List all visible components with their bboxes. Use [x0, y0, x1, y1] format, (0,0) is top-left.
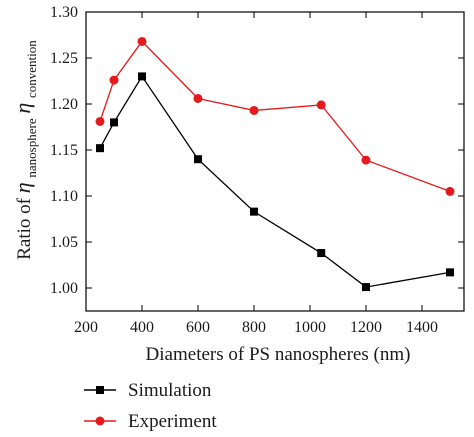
y-tick-label: 1.00 [50, 280, 78, 297]
simulation-point [317, 249, 326, 258]
simulation-line [99, 75, 451, 288]
y-axis-label-prefix: Ratio of [14, 193, 35, 260]
series-layer [95, 36, 455, 292]
legend-item-simulation: Simulation [84, 380, 212, 401]
x-tick-label: 400 [130, 319, 154, 336]
y-axis-label-sub-2: convention [24, 40, 39, 98]
x-tick-label: 200 [74, 319, 98, 336]
plot-area [85, 11, 465, 312]
experiment-point [193, 93, 203, 103]
legend-marker-experiment [95, 416, 105, 426]
simulation-point [96, 144, 104, 153]
legend-marker-simulation [96, 386, 104, 394]
y-tick-label: 1.25 [50, 50, 78, 67]
simulation-point [362, 283, 370, 292]
simulation-point [110, 118, 118, 127]
x-axis-ticks: 200 400 600 800 1000 1200 1400 [74, 12, 438, 336]
y-tick-label: 1.15 [50, 142, 78, 159]
experiment-point [316, 100, 326, 110]
y-axis-label: Ratio of η nanosphere η convention [10, 40, 41, 260]
x-tick-label: 600 [186, 319, 210, 336]
x-tick-label: 1400 [406, 319, 438, 336]
simulation-point [194, 155, 202, 164]
y-tick-label: 1.30 [50, 4, 78, 21]
plot-frame [85, 11, 465, 312]
y-axis-label-sub-1: nanosphere [24, 118, 39, 177]
simulation-point [250, 207, 258, 216]
experiment-point [95, 116, 105, 126]
y-axis-label-eta-2: η [10, 103, 35, 114]
series-experiment [95, 36, 455, 196]
experiment-point [137, 36, 147, 46]
experiment-point [445, 186, 455, 196]
experiment-point [249, 105, 259, 115]
experiment-point [109, 75, 119, 85]
experiment-point [361, 155, 371, 165]
x-tick-label: 1200 [350, 319, 382, 336]
legend-item-experiment: Experiment [84, 411, 217, 432]
x-tick-label: 1000 [294, 319, 326, 336]
simulation-point [446, 268, 454, 277]
y-tick-label: 1.05 [50, 234, 78, 251]
y-tick-label: 1.10 [50, 188, 78, 205]
x-axis-label: Diameters of PS nanospheres (nm) [146, 344, 411, 365]
y-axis-label-eta-1: η [10, 182, 35, 193]
experiment-line [99, 40, 451, 193]
y-axis-ticks: 1.00 1.05 1.10 1.15 1.20 1.25 1.30 [50, 4, 464, 297]
legend-label-experiment: Experiment [128, 411, 217, 432]
legend: Simulation Experiment [84, 380, 217, 432]
simulation-point [138, 72, 146, 81]
legend-label-simulation: Simulation [128, 380, 212, 401]
series-simulation [96, 72, 454, 292]
x-tick-label: 800 [242, 319, 266, 336]
y-tick-label: 1.20 [50, 96, 78, 113]
